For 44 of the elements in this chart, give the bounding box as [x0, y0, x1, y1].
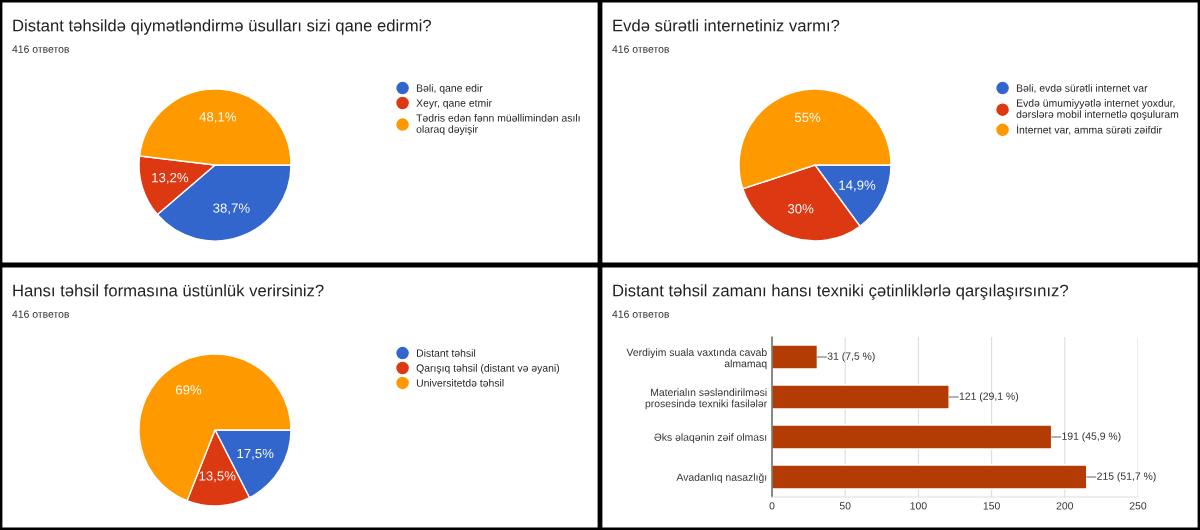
- data-label: 17,5%: [237, 448, 274, 460]
- text: 416 ответов: [612, 310, 669, 318]
- data-label: 13,2%: [152, 172, 189, 184]
- text: 416 ответов: [612, 45, 669, 53]
- legend-label: İnternet var, amma sürəti zəifdir: [1017, 124, 1162, 135]
- legend-label: Qarışıq təhsil (distant və əyani): [416, 364, 560, 374]
- data-label: 31 (7,5 %): [827, 352, 875, 362]
- data-label: 121 (29,1 %): [959, 392, 1019, 402]
- x-tick-label: 150: [983, 502, 1000, 510]
- x-tick-label: 50: [839, 502, 851, 510]
- y-tick-label: Materialın səsləndirilməsi prosesində texniki fasilələr: [645, 388, 767, 410]
- chart-title: Distant təhsil zamanı hansı texniki çətinliklərlə qarşılaşırsınız?: [613, 284, 1069, 300]
- data-label: 38,7%: [213, 203, 250, 215]
- data-label: 48,1%: [199, 112, 237, 124]
- y-tick-label: Avadanlıq nasazlığı: [676, 473, 767, 483]
- y-tick-label: Verdiyim suala vaxtında cavab almamaq: [626, 348, 767, 370]
- text: 416 ответов: [12, 45, 69, 53]
- data-label: 215 (51,7 %): [1097, 472, 1156, 482]
- text: 416 ответов: [12, 310, 69, 318]
- data-label: 14,9%: [839, 180, 876, 192]
- bar: [772, 344, 819, 370]
- x-tick-label: 250: [1129, 502, 1147, 510]
- data-label: 55%: [794, 112, 821, 123]
- x-tick-label: 100: [910, 502, 927, 510]
- data-label: 191 (45,9 %): [1062, 432, 1121, 442]
- legend-label: Bəli, evdə sürətli internet var: [1016, 84, 1148, 94]
- bar: [772, 464, 1088, 490]
- data-label: 13,5%: [199, 471, 236, 483]
- legend-label: Xeyr, qane etmir: [416, 99, 492, 109]
- chart-title: Evdə sürətli internetiniz varmı?: [613, 19, 840, 32]
- legend-label: Tədris edən fənn müəllimindən asılı olaraq dəyişir: [416, 114, 580, 135]
- legend-label: Evdə ümumiyyətlə internet yoxdur, dərslərə mobil internetlə qoşuluram: [1016, 99, 1179, 121]
- legend-label: Universitetdə təhsil: [416, 379, 504, 387]
- bar: [772, 424, 1053, 450]
- legend-label: Bəli, qane edir: [416, 84, 483, 94]
- y-tick-label: Əks əlaqənin zəif olması: [654, 433, 767, 443]
- x-tick-label: 200: [1056, 502, 1074, 510]
- bar: [772, 384, 950, 410]
- chart-title: Distant təhsildə qiymətləndirmə üsulları sizi qane edirmi?: [13, 19, 432, 35]
- legend-label: Distant təhsil: [416, 349, 476, 357]
- x-tick-label: 0: [769, 502, 775, 510]
- data-label: 30%: [787, 204, 814, 214]
- chart-title: Hansı təhsil formasına üstünlük verirsiniz?: [13, 284, 324, 297]
- data-label: 69%: [175, 385, 202, 395]
